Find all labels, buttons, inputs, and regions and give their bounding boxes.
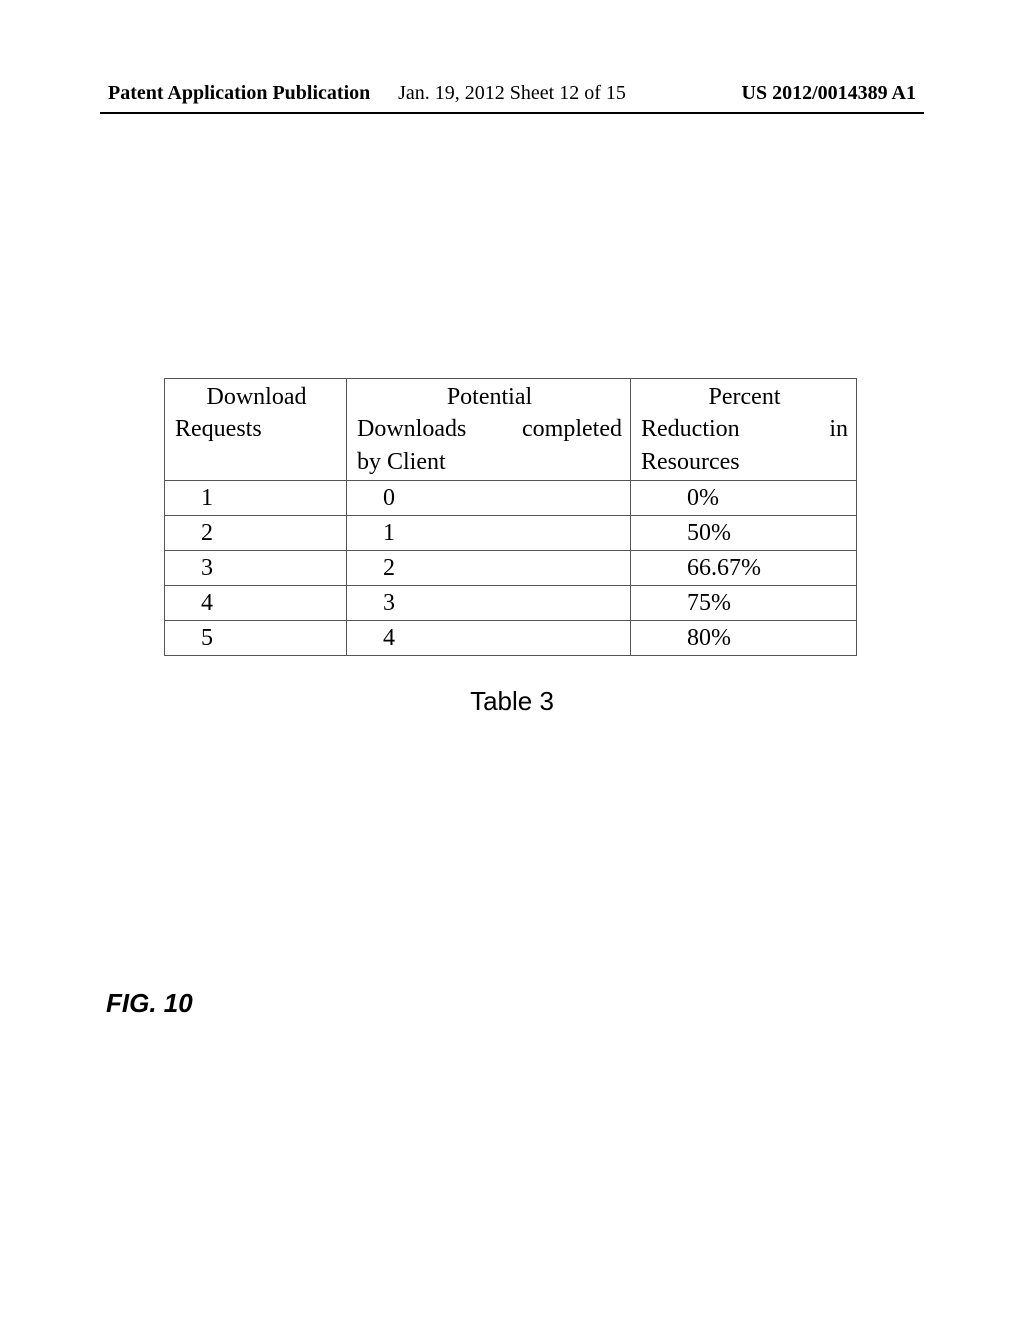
figure-label: FIG. 10 (106, 988, 193, 1019)
cell: 1 (165, 481, 347, 516)
col-header-1: Download Requests (165, 379, 347, 481)
col2-line2: Downloads completed (357, 413, 622, 445)
table-row: 4 3 75% (165, 586, 857, 621)
cell: 3 (165, 551, 347, 586)
cell: 0% (631, 481, 857, 516)
cell: 4 (347, 621, 631, 656)
data-table: Download Requests Potential Downloads co… (164, 378, 857, 656)
cell: 3 (347, 586, 631, 621)
cell: 2 (347, 551, 631, 586)
col2-line3: by Client (357, 446, 622, 478)
col3-line3: Resources (641, 446, 848, 478)
col2-line1: Potential (357, 381, 622, 413)
cell: 4 (165, 586, 347, 621)
table-row: 1 0 0% (165, 481, 857, 516)
col1-line2: Requests (175, 413, 338, 445)
table-row: 2 1 50% (165, 516, 857, 551)
table-header-row: Download Requests Potential Downloads co… (165, 379, 857, 481)
table-row: 3 2 66.67% (165, 551, 857, 586)
header-left: Patent Application Publication (108, 82, 370, 105)
col-header-3: Percent Reduction in Resources (631, 379, 857, 481)
col3-line2: Reduction in (641, 413, 848, 445)
table-row: 5 4 80% (165, 621, 857, 656)
page-header: Patent Application Publication Jan. 19, … (108, 82, 916, 105)
cell: 2 (165, 516, 347, 551)
col3-line1: Percent (641, 381, 848, 413)
cell: 1 (347, 516, 631, 551)
cell: 0 (347, 481, 631, 516)
cell: 75% (631, 586, 857, 621)
cell: 5 (165, 621, 347, 656)
header-right: US 2012/0014389 A1 (742, 82, 916, 105)
cell: 50% (631, 516, 857, 551)
cell: 66.67% (631, 551, 857, 586)
col1-line1: Download (175, 381, 338, 413)
table-caption: Table 3 (0, 686, 1024, 717)
header-rule (100, 112, 924, 114)
table-container: Download Requests Potential Downloads co… (164, 378, 856, 656)
header-center: Jan. 19, 2012 Sheet 12 of 15 (398, 82, 626, 105)
cell: 80% (631, 621, 857, 656)
col-header-2: Potential Downloads completed by Client (347, 379, 631, 481)
